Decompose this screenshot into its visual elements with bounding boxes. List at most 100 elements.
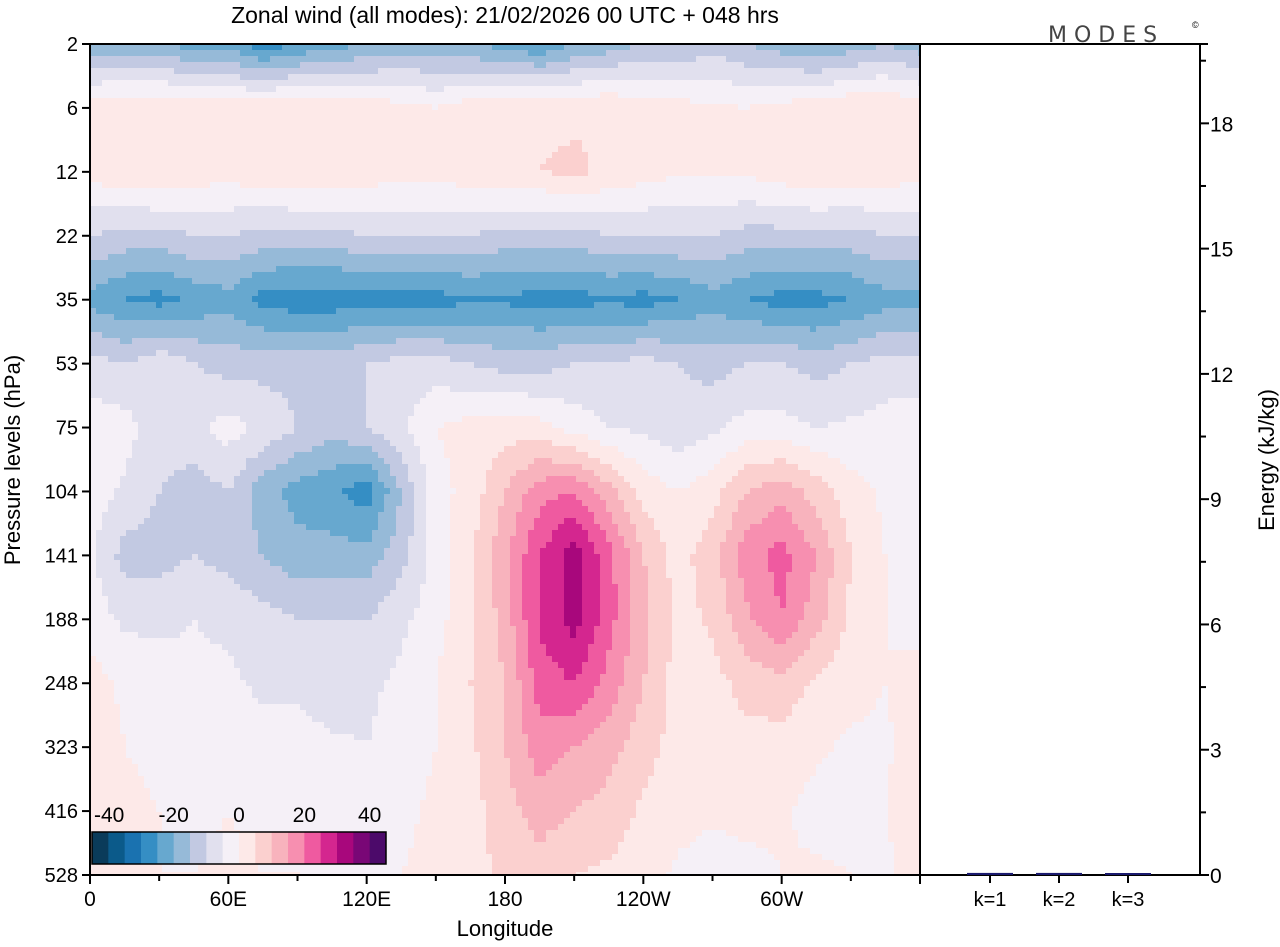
heatmap-cell [126, 110, 133, 117]
heatmap-cell [162, 182, 169, 189]
heatmap-cell [684, 224, 691, 231]
heatmap-cell [588, 218, 595, 225]
heatmap-cell [720, 152, 727, 159]
heatmap-cell [318, 104, 325, 111]
heatmap-cell [342, 236, 349, 243]
heatmap-cell [168, 224, 175, 231]
heatmap-cell [858, 158, 865, 165]
heatmap-cell [258, 86, 265, 93]
heatmap-cell [102, 104, 109, 111]
heatmap-cell [468, 98, 475, 105]
heatmap-cell [618, 110, 625, 117]
heatmap-cell [882, 206, 889, 213]
heatmap-cell [552, 92, 559, 99]
heatmap-cell [396, 56, 403, 63]
heatmap-cell [816, 92, 823, 99]
heatmap-cell [762, 134, 769, 141]
heatmap-cell [618, 194, 625, 201]
heatmap-cell [330, 194, 337, 201]
heatmap-cell [516, 68, 523, 75]
heatmap-cell [774, 134, 781, 141]
heatmap-cell [348, 206, 355, 213]
heatmap-cell [576, 74, 583, 81]
heatmap-cell [846, 170, 853, 177]
heatmap-cell [798, 158, 805, 165]
heatmap-cell [828, 98, 835, 105]
heatmap-cell [288, 68, 295, 75]
heatmap-cell [528, 164, 535, 171]
heatmap-cell [900, 146, 907, 153]
heatmap-cell [420, 44, 427, 51]
heatmap-cell [318, 110, 325, 117]
heatmap-cell [648, 218, 655, 225]
heatmap-cell [384, 236, 391, 243]
heatmap-cell [420, 170, 427, 177]
heatmap-cell [186, 92, 193, 99]
heatmap-cell [348, 248, 355, 255]
heatmap-cell [840, 146, 847, 153]
heatmap-cell [270, 116, 277, 123]
heatmap-cell [894, 230, 901, 237]
heatmap-cell [258, 182, 265, 189]
heatmap-cell [222, 194, 229, 201]
heatmap-cell [228, 122, 235, 129]
heatmap-cell [630, 146, 637, 153]
heatmap-cell [156, 146, 163, 153]
heatmap-cell [912, 92, 919, 99]
heatmap-cell [750, 104, 757, 111]
heatmap-cell [774, 140, 781, 147]
heatmap-cell [222, 98, 229, 105]
heatmap-cell [198, 248, 205, 255]
heatmap-cell [372, 248, 379, 255]
heatmap-cell [234, 230, 241, 237]
heatmap-cell [600, 230, 607, 237]
heatmap-cell [246, 182, 253, 189]
heatmap-cell [102, 140, 109, 147]
heatmap-cell [522, 212, 529, 219]
heatmap-cell [666, 110, 673, 117]
heatmap-cell [354, 170, 361, 177]
heatmap-cell [828, 110, 835, 117]
heatmap-cell [318, 230, 325, 237]
heatmap-cell [552, 68, 559, 75]
heatmap-cell [576, 86, 583, 93]
heatmap-cell [630, 110, 637, 117]
heatmap-cell [564, 140, 571, 147]
heatmap-cell [270, 248, 277, 255]
heatmap-cell [672, 140, 679, 147]
heatmap-cell [666, 188, 673, 195]
heatmap-cell [240, 230, 247, 237]
heatmap-cell [444, 194, 451, 201]
heatmap-cell [102, 236, 109, 243]
heatmap-cell [258, 254, 265, 261]
heatmap-cell [798, 218, 805, 225]
heatmap-cell [360, 188, 367, 195]
heatmap-cell [636, 200, 643, 207]
heatmap-cell [294, 248, 301, 255]
heatmap-cell [912, 206, 919, 213]
heatmap-cell [564, 50, 571, 57]
heatmap-cell [336, 248, 343, 255]
heatmap-cell [894, 134, 901, 141]
heatmap-cell [600, 254, 607, 261]
heatmap-cell [564, 152, 571, 159]
heatmap-cell [540, 44, 547, 51]
heatmap-cell [600, 164, 607, 171]
heatmap-cell [444, 218, 451, 225]
heatmap-cell [120, 224, 127, 231]
heatmap-cell [186, 170, 193, 177]
heatmap-cell [852, 56, 859, 63]
heatmap-cell [132, 200, 139, 207]
heatmap-cell [474, 194, 481, 201]
heatmap-cell [330, 188, 337, 195]
heatmap-cell [882, 242, 889, 249]
heatmap-cell [846, 44, 853, 51]
heatmap-cell [834, 236, 841, 243]
heatmap-cell [522, 176, 529, 183]
heatmap-cell [570, 98, 577, 105]
heatmap-cell [594, 224, 601, 231]
heatmap-cell [702, 224, 709, 231]
heatmap-cell [294, 86, 301, 93]
heatmap-cell [786, 176, 793, 183]
heatmap-cell [882, 230, 889, 237]
